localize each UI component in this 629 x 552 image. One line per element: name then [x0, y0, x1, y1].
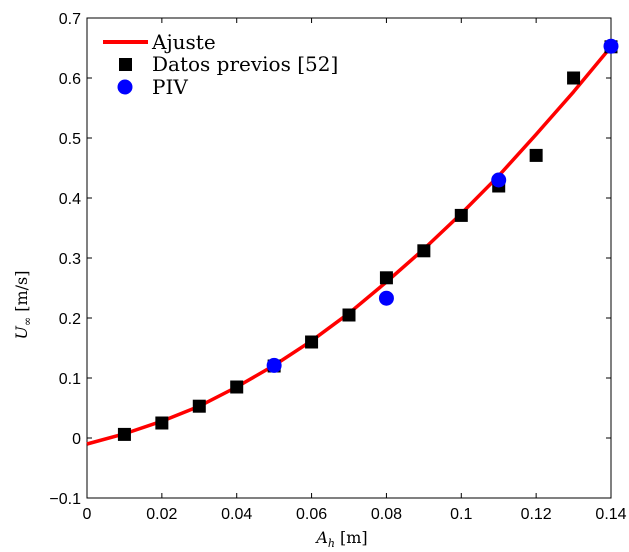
x-axis-title: Ah [m]: [314, 528, 367, 550]
x-tick-label: 0.1: [450, 506, 472, 523]
legend-label-datos-previos: Datos previos [52]: [152, 52, 338, 76]
legend: Ajuste Datos previos [52] PIV: [103, 30, 338, 99]
data-point-datos-previos: [567, 71, 581, 85]
data-point-datos-previos: [117, 427, 131, 441]
y-axis-unit: [m/s]: [12, 271, 31, 312]
x-axis-symbol: A: [314, 528, 328, 547]
y-axis: −0.1 0 0.1 0.2 0.3 0.4 0.5 0.6 0.7: [49, 11, 611, 508]
data-point-datos-previos: [342, 308, 356, 322]
y-axis-symbol: U: [12, 325, 31, 339]
legend-swatch-piv: [117, 79, 133, 95]
x-axis: 0 0.02 0.04 0.06 0.08 0.1 0.12 0.14: [83, 18, 627, 523]
data-point-datos-previos: [230, 380, 244, 394]
plot-area: [86, 17, 619, 499]
legend-swatch-datos-previos: [119, 58, 132, 71]
series-line-ajuste: [86, 45, 613, 446]
x-axis-unit: [m]: [340, 528, 368, 547]
data-point-piv: [378, 290, 394, 306]
y-tick-label: 0.3: [59, 251, 81, 268]
data-point-piv: [491, 172, 507, 188]
x-tick-label: 0.04: [221, 506, 252, 523]
x-tick-label: 0.08: [371, 506, 402, 523]
y-tick-label: 0.7: [59, 11, 81, 28]
data-point-datos-previos: [529, 148, 543, 162]
data-point-datos-previos: [379, 271, 393, 285]
y-axis-subscript: ∞: [21, 317, 34, 326]
y-axis-title: U∞ [m/s]: [12, 271, 34, 340]
x-tick-label: 0: [83, 506, 92, 523]
y-tick-label: 0: [72, 431, 81, 448]
y-tick-label: 0.5: [59, 131, 81, 148]
x-tick-label: 0.14: [595, 506, 626, 523]
y-tick-label: 0.4: [59, 191, 81, 208]
x-tick-label: 0.12: [521, 506, 552, 523]
x-tick-label: 0.02: [146, 506, 177, 523]
data-point-datos-previos: [417, 244, 431, 258]
y-tick-label: 0.6: [59, 71, 81, 88]
data-point-datos-previos: [454, 208, 468, 222]
y-tick-label: −0.1: [49, 491, 81, 508]
data-point-datos-previos: [305, 335, 319, 349]
x-axis-subscript: h: [328, 537, 335, 550]
data-point-piv: [603, 38, 619, 54]
data-point-piv: [266, 357, 282, 373]
legend-label-ajuste: Ajuste: [151, 30, 216, 54]
y-tick-label: 0.1: [59, 371, 81, 388]
legend-label-piv: PIV: [152, 75, 188, 99]
data-point-datos-previos: [192, 399, 206, 413]
x-tick-label: 0.06: [296, 506, 327, 523]
data-point-datos-previos: [155, 416, 169, 430]
y-tick-label: 0.2: [59, 311, 81, 328]
